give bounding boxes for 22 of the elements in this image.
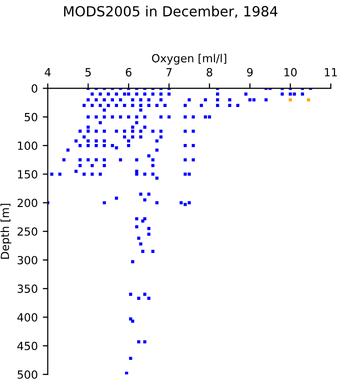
chart-title: MODS2005 in December, 1984 bbox=[64, 6, 278, 18]
y-axis-title: Depth [m] bbox=[0, 204, 12, 259]
x-axis-title: Oxygen [ml/l] bbox=[152, 54, 226, 65]
x-tick-label: 4 bbox=[44, 68, 51, 76]
x-tick-label: 9 bbox=[247, 68, 253, 76]
x-tick-label: 8 bbox=[206, 68, 212, 76]
x-tick-label: 7 bbox=[166, 68, 172, 76]
x-tick-label: 6 bbox=[126, 68, 132, 76]
x-tick-label: 10 bbox=[284, 68, 297, 76]
y-tick-label: 50 bbox=[24, 112, 38, 122]
y-tick-label: 300 bbox=[18, 256, 38, 264]
y-tick-label: 500 bbox=[18, 370, 38, 379]
x-tick-label: 5 bbox=[85, 68, 91, 76]
y-tick-label: 150 bbox=[18, 170, 38, 179]
y-tick-label: 250 bbox=[18, 227, 38, 236]
x-tick-label: 11 bbox=[324, 68, 337, 76]
y-tick-label: 100 bbox=[18, 142, 38, 150]
y-tick-label: 400 bbox=[17, 313, 38, 322]
y-tick-label: 350 bbox=[18, 284, 38, 293]
y-tick-label: 0 bbox=[32, 84, 38, 93]
y-tick-label: 450 bbox=[17, 342, 38, 350]
y-tick-label: 200 bbox=[18, 198, 38, 208]
